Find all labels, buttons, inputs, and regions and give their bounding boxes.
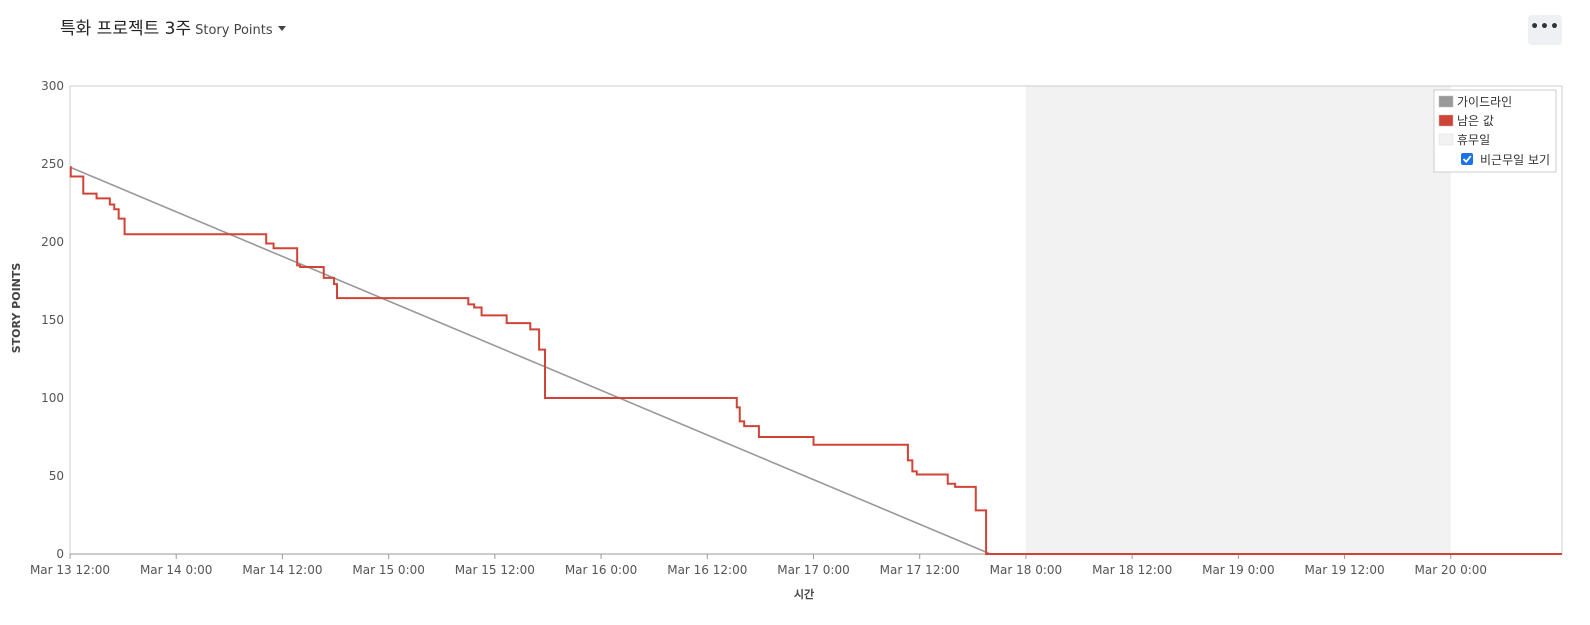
y-tick-label: 50	[49, 469, 64, 483]
checkbox-label: 비근무일 보기	[1480, 153, 1550, 167]
legend-swatch-non-working	[1438, 133, 1454, 146]
y-tick-label: 0	[56, 547, 64, 561]
legend-label-remaining: 남은 값	[1457, 114, 1494, 128]
checkbox-checked-icon[interactable]	[1461, 153, 1473, 165]
x-tick-label: Mar 17 12:00	[880, 563, 960, 577]
legend-label-non-working: 휴무일	[1457, 133, 1490, 147]
x-tick-label: Mar 18 12:00	[1092, 563, 1172, 577]
y-tick-label: 100	[41, 391, 64, 405]
show-non-working-checkbox[interactable]: 비근무일 보기	[1461, 153, 1550, 167]
legend-swatch-guideline	[1438, 95, 1454, 108]
x-tick-label: Mar 16 0:00	[565, 563, 638, 577]
x-tick-label: Mar 14 0:00	[140, 563, 213, 577]
non-working-days-area	[1025, 86, 1451, 554]
y-tick-label: 250	[41, 157, 64, 171]
y-axis-title: STORY POINTS	[10, 263, 23, 354]
x-tick-label: Mar 15 0:00	[352, 563, 425, 577]
legend-box	[1433, 89, 1557, 173]
x-tick-label: Mar 16 12:00	[667, 563, 747, 577]
legend: 가이드라인 남은 값 휴무일 비근무일 보기	[1433, 89, 1557, 173]
y-tick-label: 300	[41, 79, 64, 93]
x-tick-label: Mar 19 12:00	[1305, 563, 1385, 577]
checkmark-icon	[1462, 155, 1472, 164]
caret-down-icon	[277, 26, 286, 31]
x-tick-label: Mar 15 12:00	[455, 563, 535, 577]
x-tick-label: Mar 13 12:00	[30, 563, 110, 577]
x-tick-label: Mar 17 0:00	[777, 563, 850, 577]
legend-swatch-remaining	[1438, 114, 1454, 127]
y-tick-label: 200	[41, 235, 64, 249]
sprint-title: 특화 프로젝트 3주	[60, 19, 192, 39]
metric-dropdown-label: Story Points	[195, 23, 273, 38]
legend-label-guideline: 가이드라인	[1457, 95, 1512, 109]
guideline-series-line	[69, 166, 991, 555]
x-tick-label: Mar 20 0:00	[1415, 563, 1488, 577]
more-options-button[interactable]: •••	[1528, 15, 1562, 45]
metric-dropdown[interactable]: Story Points	[195, 23, 286, 38]
ellipsis-icon: •••	[1530, 19, 1560, 35]
chart-header: 특화 프로젝트 3주 Story Points	[60, 14, 286, 46]
x-tick-label: Mar 18 0:00	[990, 563, 1063, 577]
x-axis-title: 시간	[794, 587, 814, 601]
remaining-series-line	[69, 166, 1562, 555]
x-tick-label: Mar 19 0:00	[1202, 563, 1275, 577]
x-tick-label: Mar 14 12:00	[242, 563, 322, 577]
y-tick-label: 150	[41, 313, 64, 327]
